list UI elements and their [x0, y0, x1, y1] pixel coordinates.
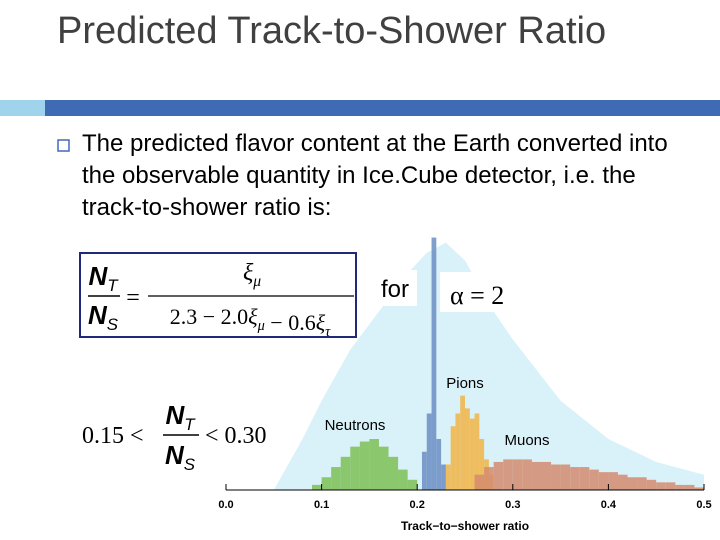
- histogram-bar: [512, 459, 523, 490]
- slide-title: Predicted Track-to-Shower Ratio: [57, 10, 607, 52]
- x-tick-label: 0.3: [505, 499, 520, 511]
- histogram-bar: [598, 472, 609, 490]
- formula-symbol: N: [88, 300, 108, 330]
- formula-eq: =: [126, 285, 140, 311]
- histogram-bar: [589, 469, 599, 490]
- formula-part: − 0.6: [265, 310, 316, 335]
- range-right: < 0.30: [205, 423, 267, 449]
- formula-subscript: S: [107, 315, 119, 334]
- histogram-bar: [522, 459, 532, 490]
- histogram-bar: [426, 413, 432, 490]
- histogram-bar: [450, 426, 456, 490]
- bullet-marker: [57, 139, 70, 152]
- formula-subscript: T: [184, 415, 196, 434]
- histogram-bar: [378, 446, 389, 490]
- formula-symbol: ξ: [316, 310, 326, 335]
- histogram-bar: [675, 484, 685, 490]
- histogram-bar: [359, 441, 370, 490]
- histogram: 0.0 0.1 0.2 0.3 0.4 0.5 Track−to−shower ratio N…: [218, 237, 712, 533]
- formula-symbol: N: [88, 261, 108, 291]
- histogram-bar: [637, 477, 647, 490]
- x-axis-label: Track−to−shower ratio: [401, 519, 529, 533]
- histogram-bar: [656, 482, 666, 490]
- histogram-bar: [398, 469, 408, 490]
- series-label: Neutrons: [325, 417, 386, 434]
- formula-expression: ξμ: [243, 260, 261, 290]
- histogram-bar: [460, 395, 465, 490]
- series-label: Muons: [504, 432, 549, 449]
- histogram-bar: [531, 461, 542, 490]
- histogram-bar: [469, 418, 475, 490]
- formula-box: [79, 252, 357, 338]
- histogram-bar: [441, 464, 446, 490]
- histogram-bar: [388, 456, 399, 490]
- formula-subscript: T: [107, 276, 119, 295]
- condition: α = 2: [450, 281, 504, 310]
- histogram-bar: [665, 482, 676, 490]
- histogram-bar: [608, 472, 618, 490]
- histogram-bar: [646, 479, 657, 490]
- range-left: 0.15 <: [82, 423, 144, 449]
- histogram-bar: [694, 487, 704, 490]
- formula-subscript: τ: [325, 324, 331, 340]
- bullet-text: The predicted flavor content at the Eart…: [82, 130, 668, 221]
- formula-expression: 2.3 − 2.0ξμ − 0.6ξτ: [170, 304, 331, 340]
- histogram-bar: [431, 237, 437, 490]
- histogram-bar: [570, 467, 580, 490]
- formula-expression: NS: [88, 300, 119, 334]
- title-bar: [45, 100, 720, 116]
- formula-symbol: N: [165, 440, 185, 470]
- x-tick-label: 0.2: [410, 499, 425, 511]
- title-bar-left: [0, 100, 45, 116]
- formula-symbol: ξ: [248, 304, 258, 329]
- formula-subscript: μ: [252, 273, 261, 290]
- formula-subscript: S: [184, 455, 196, 474]
- formula-expression: NS: [165, 440, 196, 474]
- condition-box: [440, 272, 520, 312]
- x-tick-label: 0.1: [314, 499, 329, 511]
- histogram-bar: [474, 413, 480, 490]
- histogram-bar: [479, 439, 485, 490]
- histogram-bar: [579, 467, 590, 490]
- histogram-bar: [436, 439, 442, 490]
- formula-expression: NT: [165, 400, 196, 434]
- histogram-bar: [551, 464, 561, 490]
- series-label: Pions: [446, 375, 484, 392]
- histogram-bar: [627, 477, 638, 490]
- for-box: [372, 270, 417, 306]
- density-area: [273, 242, 704, 490]
- histogram-bar: [465, 408, 470, 490]
- formula-symbol: N: [165, 400, 185, 430]
- histogram-bar: [455, 413, 461, 490]
- histogram-bar: [421, 451, 427, 490]
- x-tick-label: 0.0: [218, 499, 233, 511]
- histogram-bar: [684, 484, 695, 490]
- histogram-bar: [369, 439, 379, 490]
- formula-expression: NT: [88, 261, 119, 295]
- formula-part: 2.3 − 2.0: [170, 304, 248, 329]
- histogram-bar: [312, 484, 322, 490]
- histogram-bar: [560, 464, 571, 490]
- histogram-bar: [407, 479, 418, 490]
- histogram-bar: [617, 474, 628, 490]
- histogram-bar: [503, 459, 513, 490]
- histogram-bar: [350, 446, 360, 490]
- formula-subscript: μ: [257, 318, 265, 334]
- histogram-bar: [493, 461, 504, 490]
- histogram-bar: [445, 464, 451, 490]
- histogram-bar: [340, 456, 351, 490]
- x-tick-label: 0.5: [696, 499, 711, 511]
- histogram-bar: [484, 467, 494, 490]
- histogram-bar: [321, 477, 332, 490]
- x-tick-label: 0.4: [601, 499, 617, 511]
- histogram-bar: [541, 461, 552, 490]
- for-text: for: [381, 276, 409, 303]
- histogram-bar: [331, 467, 341, 490]
- formula-symbol: ξ: [243, 260, 254, 286]
- histogram-bar: [474, 474, 485, 490]
